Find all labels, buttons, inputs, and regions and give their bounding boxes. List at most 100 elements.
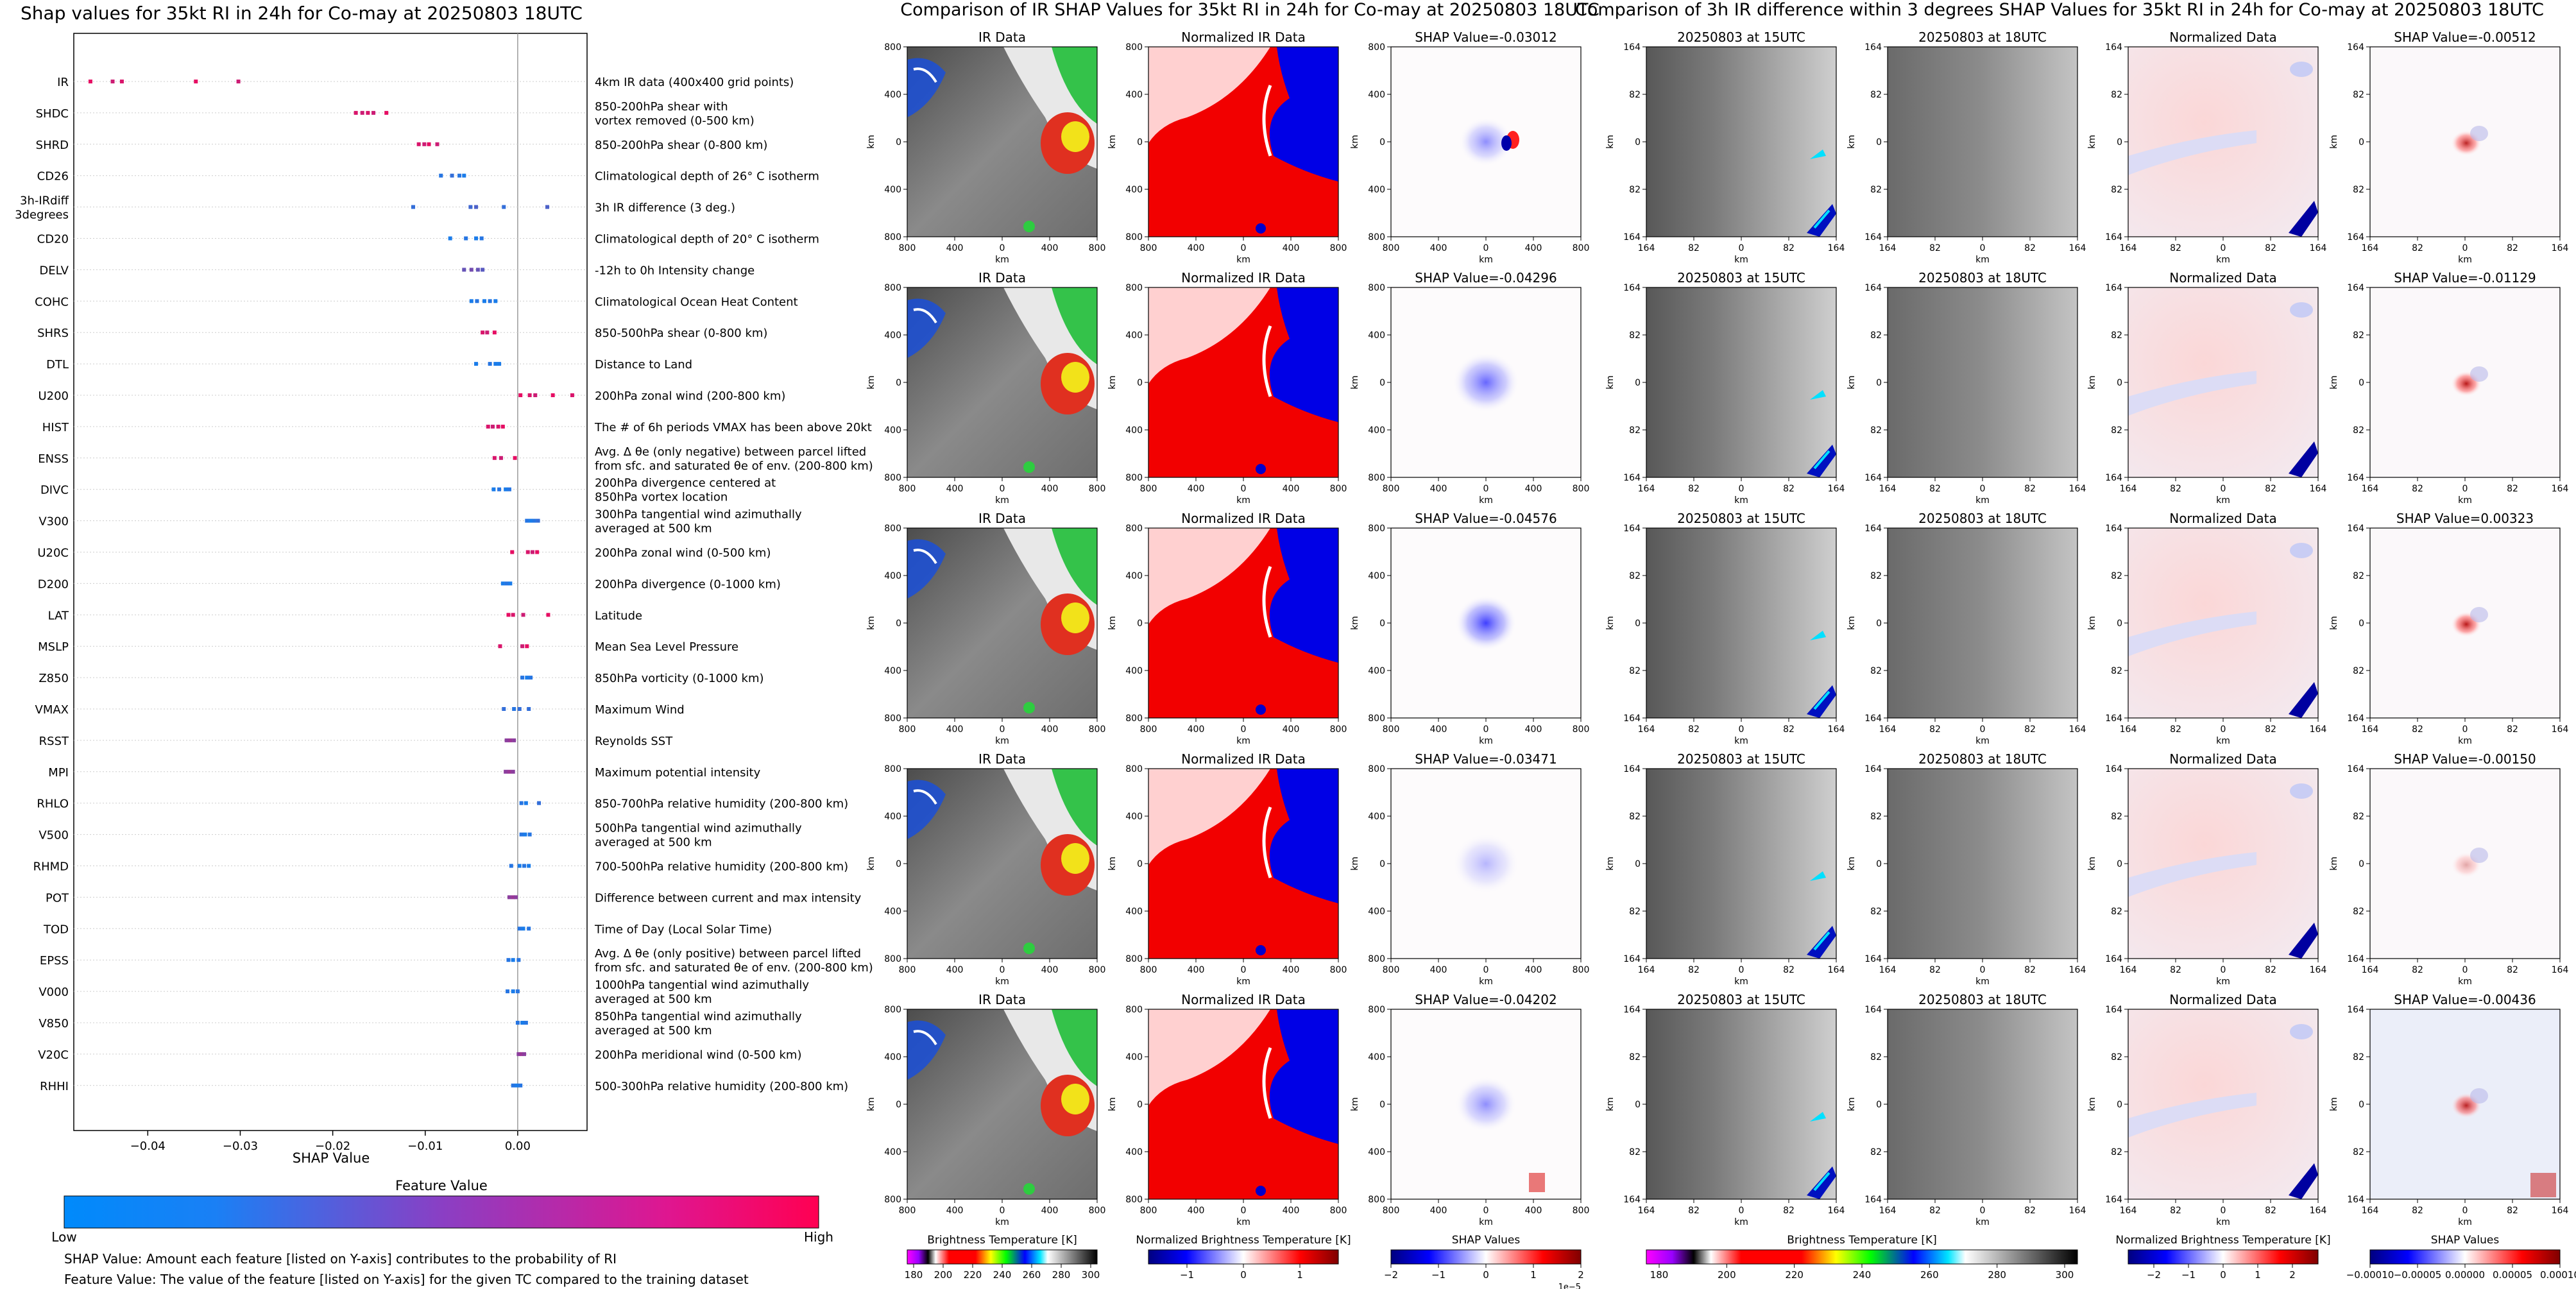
shap-point xyxy=(545,205,550,209)
ir-cloud-streak xyxy=(913,789,937,805)
brightness-temp-map xyxy=(1888,1009,2077,1199)
shap-point xyxy=(535,550,540,554)
x-tick-label: 400 xyxy=(1430,1206,1447,1216)
ir-colorbars: Brightness Temperature [K]180 200 220 240 26… xyxy=(905,1234,1584,1289)
x-tick-label: 82 xyxy=(1783,1206,1795,1216)
x-tick-label: 82 xyxy=(2170,484,2181,494)
shap-point xyxy=(520,676,525,680)
shap-point xyxy=(435,142,439,146)
feature-name-label: CD26 xyxy=(37,170,69,184)
shap-point xyxy=(474,236,479,241)
shap-point xyxy=(532,518,536,523)
x-tick-label: 800 xyxy=(1089,724,1106,735)
x-tick-label: 0 xyxy=(1241,484,1247,494)
shap-point xyxy=(493,299,498,303)
feature-name-label: V300 xyxy=(38,515,69,529)
x-axis-label: km xyxy=(2216,1217,2230,1227)
panel-title: IR Data xyxy=(978,30,1026,45)
x-tick-label: 82 xyxy=(1688,243,1700,253)
colorbar-tick-label: 2 xyxy=(1578,1269,1584,1281)
x-tick-label: 800 xyxy=(899,1206,916,1216)
x-tick-label: 164 xyxy=(1638,1206,1655,1216)
y-tick-label: 0 xyxy=(2358,859,2364,869)
y-axis-label: km xyxy=(2087,375,2097,389)
y-tick-label: 800 xyxy=(1368,232,1385,243)
norm-small-cell xyxy=(1256,1186,1266,1196)
panel-title: 20250803 at 15UTC xyxy=(1677,751,1805,767)
panel-title: 20250803 at 18UTC xyxy=(1918,511,2047,526)
shap-point xyxy=(527,926,531,931)
irdiff-grid-title: Comparison of 3h IR difference within 3 … xyxy=(1575,0,2544,20)
y-tick-label: 164 xyxy=(2105,1195,2122,1205)
feature-name-label: DIVC xyxy=(40,484,69,497)
y-axis-label: km xyxy=(1605,375,1616,389)
x-tick-label: 82 xyxy=(2507,965,2518,975)
x-tick-label: −0.03 xyxy=(223,1140,258,1153)
y-tick-label: 400 xyxy=(884,1052,901,1063)
y-tick-label: 800 xyxy=(884,524,901,534)
norm-boundary xyxy=(1262,85,1272,157)
y-tick-label: 800 xyxy=(1368,524,1385,534)
panel-title: Normalized Data xyxy=(2169,30,2277,45)
y-tick-label: 82 xyxy=(1629,185,1641,195)
norm-panel xyxy=(1148,768,1339,959)
x-axis-label: km xyxy=(1479,736,1493,746)
feature-description: Distance to Land xyxy=(595,358,692,371)
y-tick-label: 0 xyxy=(1379,859,1385,869)
norm-warm-streak xyxy=(1148,528,1270,624)
y-tick-label: 164 xyxy=(1623,954,1641,964)
y-tick-label: 0 xyxy=(1876,1100,1882,1110)
ir-land-cloud-blue xyxy=(907,298,946,358)
y-tick-label: 164 xyxy=(2105,232,2122,243)
x-tick-label: 82 xyxy=(1783,724,1795,735)
y-tick-label: 164 xyxy=(2105,524,2122,534)
shap-negative-blob xyxy=(1455,1076,1517,1132)
shap-point xyxy=(469,299,473,303)
colorbar-tick-label: 220 xyxy=(964,1269,982,1281)
x-tick-label: 164 xyxy=(2310,724,2327,735)
y-tick-label: 0 xyxy=(2117,378,2122,388)
x-axis-label: km xyxy=(1734,977,1748,987)
x-tick-label: 400 xyxy=(1283,1206,1300,1216)
y-tick-label: 800 xyxy=(884,1005,901,1015)
shap-point xyxy=(411,205,416,209)
diff-shap-negative-blob xyxy=(2470,848,2488,863)
feature-description: averaged at 500 km xyxy=(595,993,712,1006)
y-tick-label: 82 xyxy=(2353,185,2364,195)
shap-point xyxy=(194,80,198,83)
colorbar xyxy=(1390,1249,1582,1265)
feature-name-label: RHMD xyxy=(33,860,69,874)
feature-colorbar-title: Feature Value xyxy=(395,1178,488,1193)
y-tick-label: 164 xyxy=(1864,1195,1882,1205)
x-axis-label: km xyxy=(2458,977,2472,987)
y-tick-label: 0 xyxy=(1379,137,1385,148)
shap-point xyxy=(527,707,531,711)
x-tick-label: 800 xyxy=(1330,484,1347,494)
y-tick-label: 82 xyxy=(2353,425,2364,436)
y-tick-label: 82 xyxy=(2111,90,2122,100)
y-tick-label: 800 xyxy=(884,1195,901,1205)
shap-point xyxy=(481,330,485,335)
x-tick-label: 400 xyxy=(1041,243,1059,253)
shap-point xyxy=(474,205,479,209)
x-tick-label: 400 xyxy=(1430,724,1447,735)
shap-point xyxy=(360,110,364,115)
brightness-temp-map xyxy=(1888,769,2077,959)
y-tick-label: 0 xyxy=(896,619,901,629)
negative-band xyxy=(2128,611,2256,656)
x-tick-label: 164 xyxy=(1828,1206,1845,1216)
shap-beeswarm-plot: IR 4km IR data (400x400 grid points) SHDC 8… xyxy=(15,33,873,1153)
x-axis-label: km xyxy=(1734,495,1748,506)
x-tick-label: 82 xyxy=(2265,1206,2276,1216)
x-tick-label: 800 xyxy=(1383,1206,1400,1216)
y-tick-label: 0 xyxy=(2117,137,2122,148)
x-axis-label: km xyxy=(1236,977,1250,987)
shap-negative-blob xyxy=(1459,117,1513,166)
y-tick-label: 800 xyxy=(884,473,901,483)
x-tick-label: 800 xyxy=(1573,243,1590,253)
ir-cloud-streak xyxy=(913,549,937,565)
shap-point xyxy=(457,173,462,178)
ir-cold-tops-green xyxy=(1052,47,1097,124)
shap-point xyxy=(371,110,376,115)
panel-title: 20250803 at 18UTC xyxy=(1918,270,2047,286)
